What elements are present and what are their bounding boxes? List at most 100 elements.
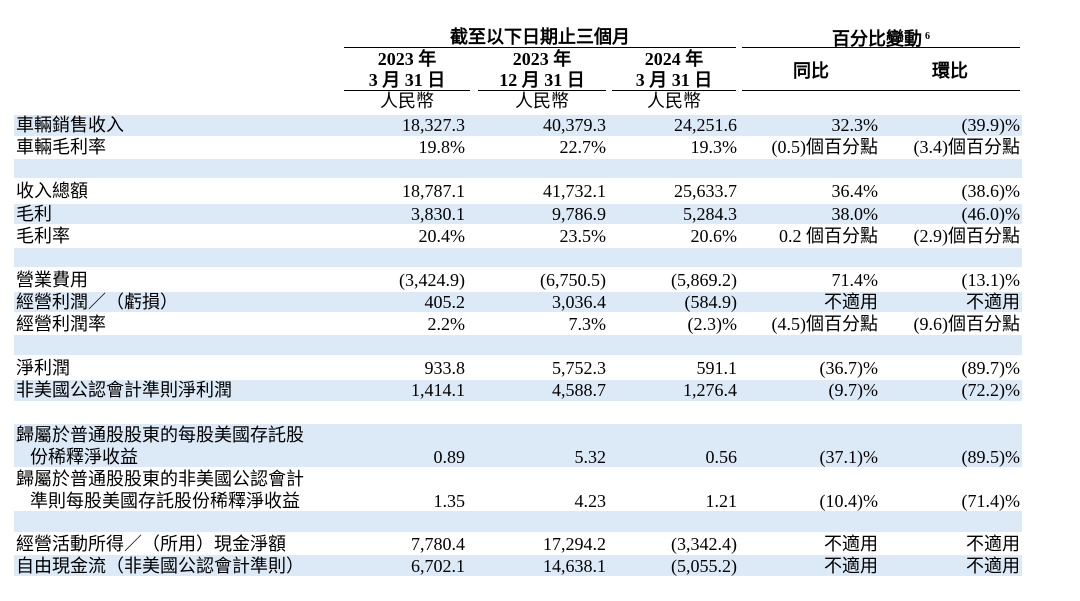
cell-q1-2023: 7,780.4 bbox=[411, 534, 465, 554]
col3-date: 3 月 31 日 bbox=[635, 70, 713, 90]
table-row: 非美國公認會計準則淨利潤 1,414.1 4,588.7 1,276.4 (9.… bbox=[0, 379, 1080, 401]
cell-q1-2023: 933.8 bbox=[424, 358, 466, 378]
cell-q4-2023: 5.32 bbox=[574, 447, 607, 467]
cell-q1-2024: 19.3% bbox=[690, 137, 738, 157]
cell-qoq: (89.7)% bbox=[961, 358, 1020, 378]
cell-q4-2023: 14,638.1 bbox=[543, 556, 606, 576]
table-row: 經營利潤／（虧損） 405.2 3,036.4 (584.9) 不適用 不適用 bbox=[0, 291, 1080, 313]
table-row-label-line: 歸屬於普通股股東的非美國公認會計 bbox=[0, 468, 1080, 490]
cell-q1-2024: 25,633.7 bbox=[674, 181, 737, 201]
shade-band bbox=[14, 159, 1022, 178]
shade-band bbox=[14, 204, 1022, 224]
row-label: 毛利率 bbox=[16, 226, 70, 246]
row-label-continued: 份稀釋淨收益 bbox=[30, 447, 138, 467]
col2-year: 2023 年 bbox=[512, 49, 572, 69]
table-row: 準則每股美國存託股份稀釋淨收益 1.35 4.23 1.21 (10.4)% (… bbox=[0, 490, 1080, 512]
period-group-header: 截至以下日期止三個月 bbox=[450, 27, 630, 47]
cell-q4-2023: 5,752.3 bbox=[552, 358, 606, 378]
table-row: 經營活動所得／（所用）現金淨額 7,780.4 17,294.2 (3,342.… bbox=[0, 533, 1080, 555]
cell-q1-2023: 1.35 bbox=[433, 491, 466, 511]
table-row: 車輛銷售收入 18,327.3 40,379.3 24,251.6 32.3% … bbox=[0, 114, 1080, 136]
cell-q1-2024: (3,342.4) bbox=[671, 534, 737, 554]
table-row: 份稀釋淨收益 0.89 5.32 0.56 (37.1)% (89.5)% bbox=[0, 446, 1080, 468]
row-label: 毛利 bbox=[16, 204, 52, 224]
table-row: 自由現金流（非美國公認會計準則） 6,702.1 14,638.1 (5,055… bbox=[0, 555, 1080, 577]
row-label: 淨利潤 bbox=[16, 358, 70, 378]
cell-q1-2024: 0.56 bbox=[705, 447, 738, 467]
col3-rule bbox=[612, 90, 736, 91]
pct-change-footnote: 6 bbox=[925, 31, 930, 42]
cell-q1-2024: 20.6% bbox=[690, 226, 738, 246]
cell-yoy: 38.0% bbox=[831, 204, 879, 224]
table-row: 營業費用 (3,424.9) (6,750.5) (5,869.2) 71.4%… bbox=[0, 269, 1080, 291]
cell-q4-2023: (6,750.5) bbox=[540, 270, 606, 290]
cell-qoq: (72.2)% bbox=[961, 380, 1020, 400]
cell-yoy: (10.4)% bbox=[819, 491, 878, 511]
qoq-header: 環比 bbox=[932, 61, 968, 81]
row-label: 經營利潤率 bbox=[16, 314, 106, 334]
table-row: 收入總額 18,787.1 41,732.1 25,633.7 36.4% (3… bbox=[0, 180, 1080, 202]
row-label: 經營利潤／（虧損） bbox=[16, 292, 178, 312]
pct-group-rule bbox=[742, 47, 1020, 48]
shade-band bbox=[14, 248, 1022, 267]
cell-qoq: (46.0)% bbox=[961, 204, 1020, 224]
cell-qoq: (39.9)% bbox=[961, 115, 1020, 135]
cell-yoy: (0.5)個百分點 bbox=[771, 137, 879, 157]
cell-qoq: (89.5)% bbox=[961, 447, 1020, 467]
cell-yoy: (37.1)% bbox=[819, 447, 878, 467]
yoy-header: 同比 bbox=[793, 61, 829, 81]
cell-q1-2023: 20.4% bbox=[418, 226, 466, 246]
row-label: 歸屬於普通股股東的非美國公認會計 bbox=[16, 469, 304, 489]
cell-yoy: (4.5)個百分點 bbox=[771, 314, 879, 334]
cell-yoy: 71.4% bbox=[831, 270, 879, 290]
cell-yoy: 0.2 個百分點 bbox=[779, 226, 878, 246]
pct-change-label: 百分比變動 bbox=[832, 29, 922, 49]
row-label: 車輛銷售收入 bbox=[16, 115, 124, 135]
row-label: 自由現金流（非美國公認會計準則） bbox=[16, 556, 304, 576]
shade-band bbox=[14, 555, 1022, 576]
cell-qoq: 不適用 bbox=[966, 556, 1020, 576]
cell-q1-2024: 24,251.6 bbox=[674, 115, 737, 135]
cell-q1-2023: 3,830.1 bbox=[411, 204, 465, 224]
col3-unit: 人民幣 bbox=[647, 91, 701, 111]
row-label: 非美國公認會計準則淨利潤 bbox=[16, 380, 232, 400]
row-label: 經營活動所得／（所用）現金淨額 bbox=[16, 534, 286, 554]
cell-q1-2023: 6,702.1 bbox=[411, 556, 465, 576]
cell-yoy: 不適用 bbox=[824, 534, 878, 554]
cell-q1-2024: (5,055.2) bbox=[671, 556, 737, 576]
col2-unit: 人民幣 bbox=[515, 91, 569, 111]
table-row: 淨利潤 933.8 5,752.3 591.1 (36.7)% (89.7)% bbox=[0, 357, 1080, 379]
table-row: 毛利率 20.4% 23.5% 20.6% 0.2 個百分點 (2.9)個百分點 bbox=[0, 225, 1080, 247]
cell-qoq: (3.4)個百分點 bbox=[913, 137, 1021, 157]
row-label: 營業費用 bbox=[16, 270, 88, 290]
cell-q4-2023: 9,786.9 bbox=[552, 204, 606, 224]
cell-q1-2023: 1,414.1 bbox=[411, 380, 465, 400]
cell-q1-2023: 0.89 bbox=[433, 447, 466, 467]
cell-q4-2023: 17,294.2 bbox=[543, 534, 606, 554]
cell-q1-2023: 405.2 bbox=[424, 292, 466, 312]
cell-qoq: 不適用 bbox=[966, 534, 1020, 554]
cell-qoq: (71.4)% bbox=[961, 491, 1020, 511]
table-row: 毛利 3,830.1 9,786.9 5,284.3 38.0% (46.0)% bbox=[0, 203, 1080, 225]
row-label: 收入總額 bbox=[16, 181, 88, 201]
pct-change-header: 百分比變動 6 bbox=[742, 27, 1020, 49]
col2-rule bbox=[478, 90, 606, 91]
cell-qoq: (13.1)% bbox=[961, 270, 1020, 290]
shade-band bbox=[14, 335, 1022, 355]
shade-band bbox=[14, 115, 1022, 136]
row-label: 歸屬於普通股股東的每股美國存託股 bbox=[16, 425, 304, 445]
table-row: 車輛毛利率 19.8% 22.7% 19.3% (0.5)個百分點 (3.4)個… bbox=[0, 136, 1080, 158]
cell-q1-2024: 1,276.4 bbox=[683, 380, 737, 400]
cell-q1-2024: (5,869.2) bbox=[671, 270, 737, 290]
col1-rule bbox=[344, 90, 470, 91]
row-label: 車輛毛利率 bbox=[16, 137, 106, 157]
cell-q1-2024: (584.9) bbox=[684, 292, 738, 312]
row-label-continued: 準則每股美國存託股份稀釋淨收益 bbox=[30, 491, 300, 511]
cell-yoy: 不適用 bbox=[824, 556, 878, 576]
cell-q4-2023: 4,588.7 bbox=[552, 380, 606, 400]
cell-q4-2023: 22.7% bbox=[559, 137, 607, 157]
shade-band bbox=[14, 380, 1022, 401]
cell-q1-2024: 1.21 bbox=[705, 491, 738, 511]
cell-yoy: (36.7)% bbox=[819, 358, 878, 378]
shade-band bbox=[14, 424, 1022, 467]
